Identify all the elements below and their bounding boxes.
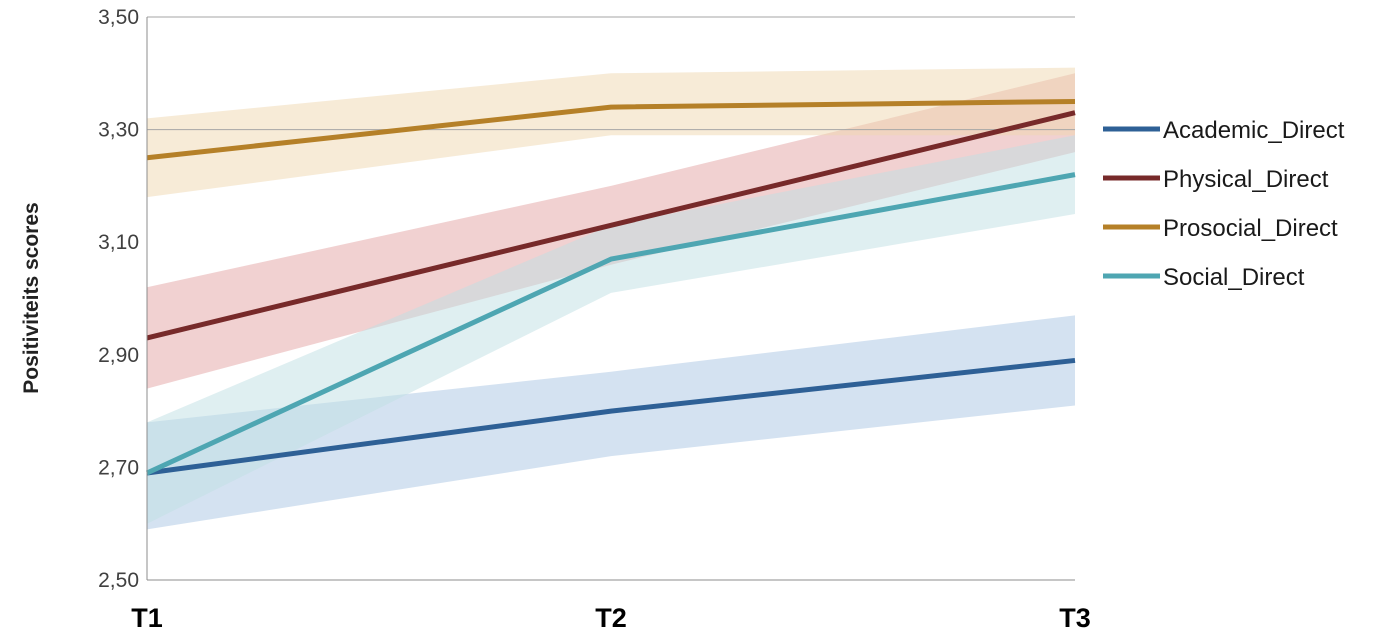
band-academic-direct: [147, 315, 1075, 530]
series-line-prosocial-direct: [146, 98, 1076, 161]
x-tick-labels: T1 T2 T3: [131, 603, 1091, 633]
series-line-academic-direct: [146, 357, 1076, 476]
y-tick-labels: 2,50 2,70 2,90 3,10 3,30 3,50: [98, 6, 139, 592]
legend-label: Academic_Direct: [1163, 117, 1345, 144]
series-line-social-direct: [145, 172, 1076, 476]
band-prosocial-direct: [147, 67, 1075, 198]
y-tick-label: 2,90: [98, 344, 139, 367]
band-social-direct: [147, 135, 1075, 524]
axes: [146, 17, 1075, 581]
series-line-physical-direct: [146, 110, 1076, 341]
gridlines: [147, 16, 1075, 131]
x-tick-label: T2: [595, 603, 627, 633]
confidence-bands: [147, 67, 1075, 530]
y-tick-label: 3,30: [98, 119, 139, 142]
legend-label: Physical_Direct: [1163, 166, 1329, 193]
y-axis-label: Positiviteits scores: [20, 202, 43, 393]
x-tick-label: T1: [131, 603, 163, 633]
y-tick-label: 3,10: [98, 231, 139, 254]
y-tick-label: 2,70: [98, 456, 139, 479]
y-tick-label: 2,50: [98, 569, 139, 592]
legend-label: Prosocial_Direct: [1163, 215, 1338, 242]
legend-label: Social_Direct: [1163, 264, 1305, 291]
legend: Academic_Direct Physical_Direct Prosocial_…: [1103, 117, 1345, 291]
series-lines: [145, 98, 1076, 476]
y-tick-label: 3,50: [98, 6, 139, 29]
x-tick-label: T3: [1059, 603, 1091, 633]
